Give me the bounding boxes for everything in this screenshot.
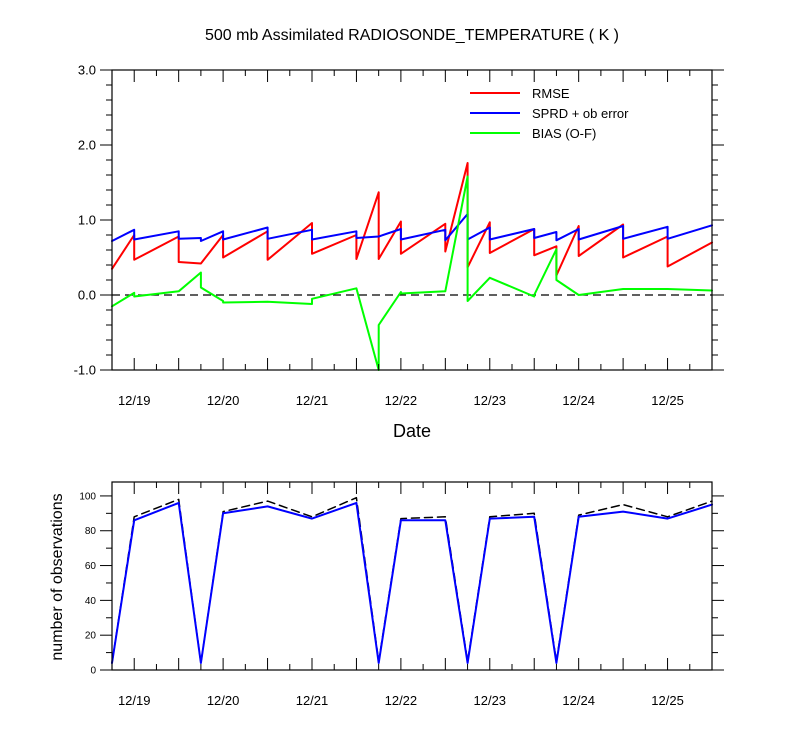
- y-tick-label: 60: [85, 561, 97, 572]
- x-tick-label: 12/21: [296, 693, 329, 708]
- solid-blue-series-line: [111, 501, 713, 664]
- top-panel: -1.00.01.02.03.0 12/19 12/20 12/21 12/22 12/…: [74, 63, 724, 408]
- x-tick-label: 12/22: [385, 693, 418, 708]
- y-tick-label: 20: [85, 631, 97, 642]
- x-tick-label: 12/24: [562, 693, 595, 708]
- x-tick-label: 12/22: [385, 393, 418, 408]
- x-tick-label: 12/25: [651, 693, 684, 708]
- y-tick-label: 2.0: [78, 138, 96, 153]
- legend-label-sprd-ob-error: SPRD + ob error: [532, 106, 629, 121]
- top-ytick-labels: -1.0 0.0 1.0 2.0 3.0: [74, 63, 96, 378]
- y-tick-label: 1.0: [78, 213, 96, 228]
- y-tick-label: 80: [85, 526, 97, 537]
- y-tick-label: 40: [85, 596, 97, 607]
- top-plot-frame: [111, 69, 713, 371]
- dashed-black-series-line: [111, 496, 713, 664]
- bottom-axis-ticks: [100, 482, 724, 671]
- top-plot-lines: [111, 162, 713, 371]
- x-axis-label: Date: [393, 421, 431, 441]
- chart-title: 500 mb Assimilated RADIOSONDE_TEMPERATUR…: [205, 27, 619, 44]
- x-tick-label: 12/23: [474, 693, 507, 708]
- y-tick-label: -1.0: [74, 363, 96, 378]
- legend-label-rmse: RMSE: [532, 86, 570, 101]
- x-tick-label: 12/19: [118, 393, 151, 408]
- bottom-plot-frame: [111, 481, 713, 671]
- y-axis-label-observations: number of observations: [49, 493, 66, 660]
- x-tick-label: 12/20: [207, 393, 240, 408]
- y-tick-label: 0: [90, 666, 96, 677]
- legend-label-bias-o-f: BIAS (O-F): [532, 126, 596, 141]
- x-tick-label: 12/19: [118, 693, 151, 708]
- y-tick-label: 0.0: [78, 288, 96, 303]
- bottom-ytick-labels: 0 20 40 60 80 100: [79, 491, 96, 676]
- bottom-xtick-labels: 12/19 12/20 12/21 12/22 12/23 12/24 12/25: [118, 693, 684, 708]
- y-tick-label: 100: [79, 491, 96, 502]
- top-xtick-labels: 12/19 12/20 12/21 12/22 12/23 12/24 12/25: [118, 393, 684, 408]
- sprd-ob-error-series-line: [111, 213, 713, 242]
- legend: RMSE SPRD + ob error BIAS (O-F): [470, 86, 629, 141]
- top-axis-ticks: [100, 69, 724, 371]
- x-tick-label: 12/25: [651, 393, 684, 408]
- rmse-series-line: [111, 162, 713, 277]
- x-tick-label: 12/21: [296, 393, 329, 408]
- x-tick-label: 12/23: [474, 393, 507, 408]
- y-tick-label: 3.0: [78, 63, 96, 78]
- x-tick-label: 12/24: [562, 393, 595, 408]
- x-tick-label: 12/20: [207, 693, 240, 708]
- bias-o-f-series-line: [111, 175, 713, 371]
- bottom-plot-lines: [111, 496, 713, 664]
